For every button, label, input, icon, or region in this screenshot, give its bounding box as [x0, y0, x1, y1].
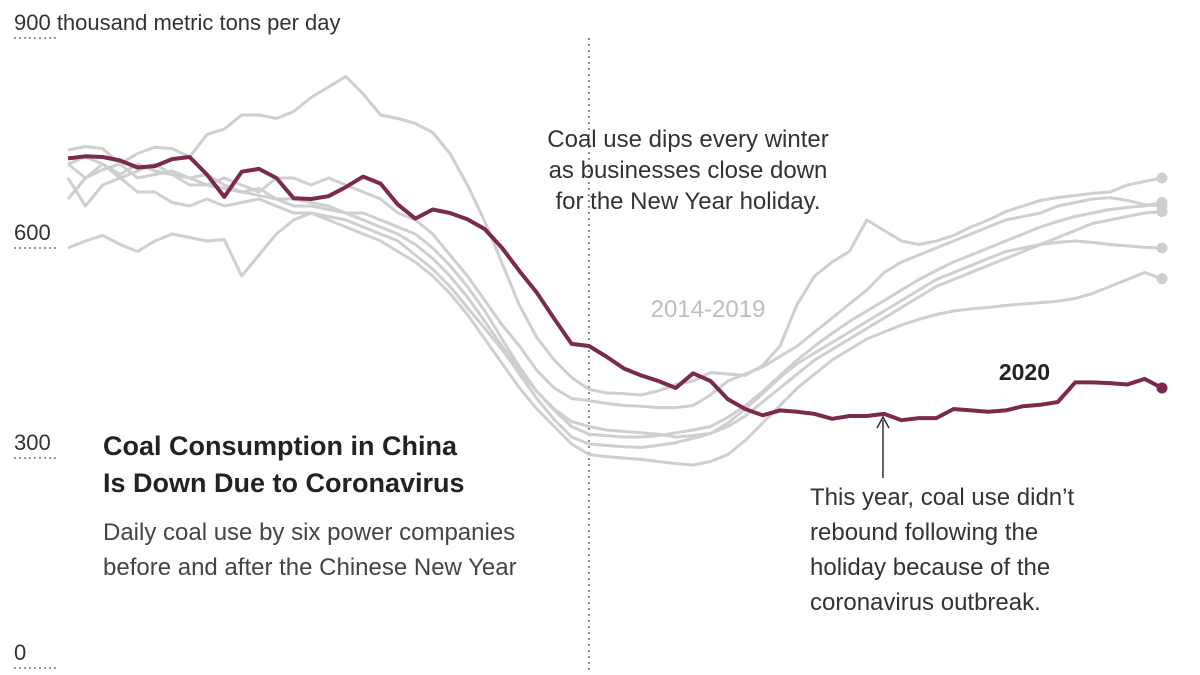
history-series-line-5: [67, 211, 1163, 467]
history-series-endpoint-6: [1156, 197, 1168, 208]
y-tick-label-0: 0: [14, 640, 26, 665]
annotation-winter-dip: Coal use dips every winter as businesses …: [547, 126, 828, 215]
y-axis: 900 thousand metric tons per day 600 300 0: [14, 10, 341, 669]
series-2020-group: [67, 154, 1168, 423]
history-series-endpoint-4: [1156, 242, 1168, 254]
history-series-endpoint-5: [1156, 273, 1168, 285]
history-series-line-2: [66, 162, 1163, 410]
history-series-endpoint-1: [1156, 172, 1168, 184]
y-tick-label-600: 600: [14, 220, 51, 245]
history-series-line-6: [67, 162, 1163, 439]
history-series-endpoint-3: [1156, 206, 1168, 218]
chart-title: Coal Consumption in China Is Down Due to …: [103, 431, 465, 498]
series-line-2020: [67, 154, 1163, 423]
history-series-line-3: [66, 162, 1163, 439]
series-label-2020: 2020: [999, 359, 1050, 385]
history-series-line-4: [67, 155, 1163, 449]
history-series-group: [66, 75, 1168, 467]
series-label-2014-2019: 2014-2019: [651, 296, 766, 323]
y-tick-label-900: 900 thousand metric tons per day: [14, 10, 341, 35]
chart-subtitle: Daily coal use by six power companies bef…: [103, 519, 517, 581]
y-tick-label-300: 300: [14, 430, 51, 455]
annotation-arrow-head: [876, 415, 890, 429]
history-series-line-1: [67, 75, 1163, 397]
annotation-rebound: This year, coal use didn’t rebound follow…: [810, 484, 1074, 616]
series-endpoint-2020: [1156, 382, 1168, 394]
